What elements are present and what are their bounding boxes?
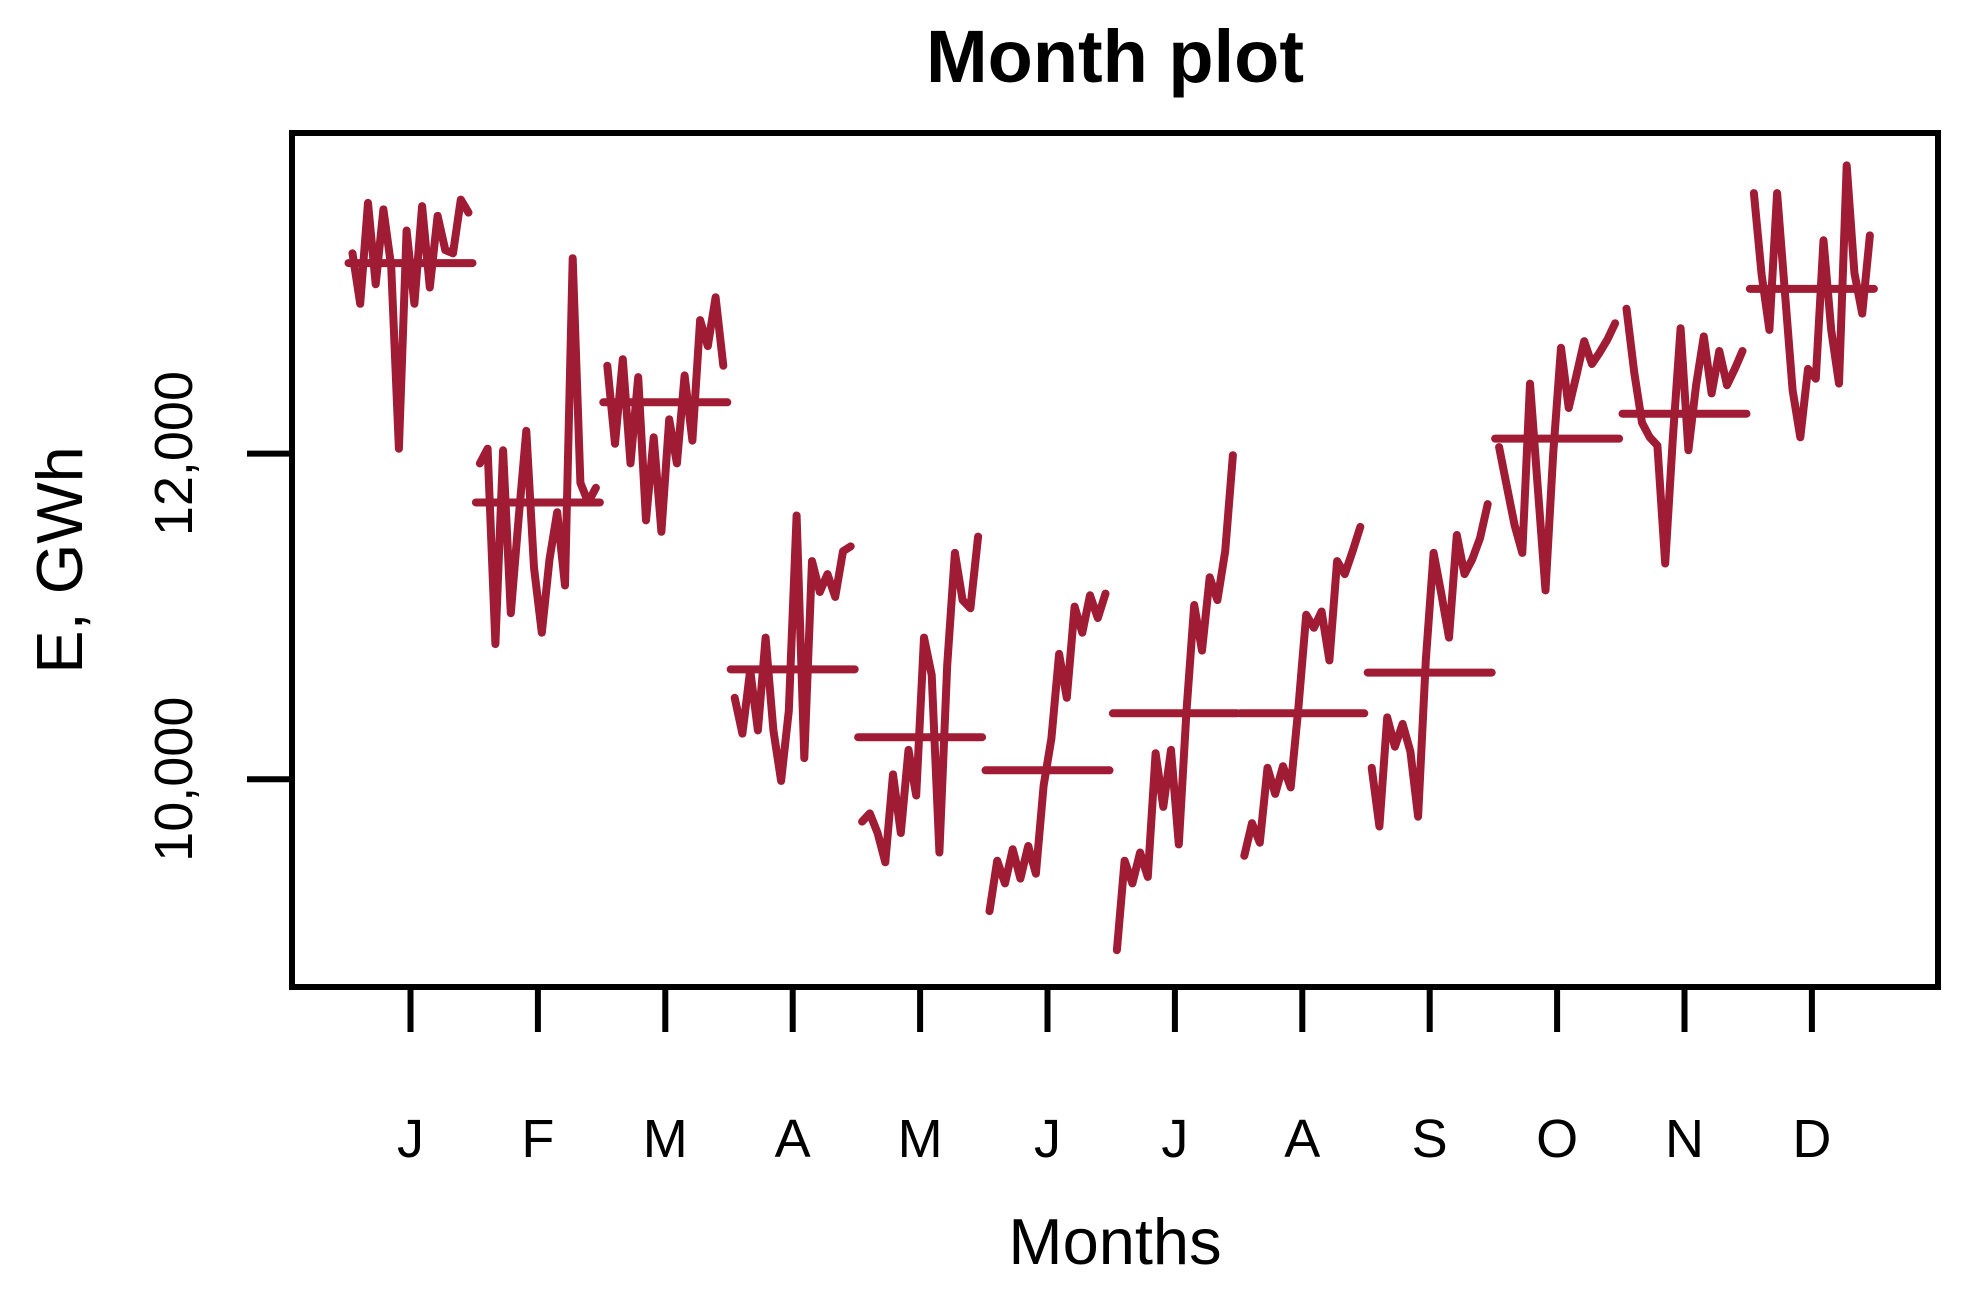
month-subseries-line (985, 589, 1110, 916)
month-subseries-line (1622, 304, 1747, 568)
x-tick-label-month: A (775, 1109, 811, 1169)
month-subseries-line (1240, 522, 1365, 860)
month-subseries-line (1749, 161, 1874, 442)
month-subseries-line (1495, 319, 1620, 595)
month-subseries-line (475, 254, 600, 649)
plot-border (289, 130, 1941, 990)
y-axis-title: E, GWh (23, 446, 96, 674)
month-subseries-line (603, 293, 728, 536)
x-tick-label-month: O (1536, 1109, 1578, 1169)
x-tick-label-month: M (643, 1109, 688, 1169)
x-tick-label-month: J (1034, 1109, 1061, 1169)
x-tick-label-month: N (1665, 1109, 1704, 1169)
month-subseries-line (730, 511, 855, 785)
x-tick-label-month: M (898, 1109, 943, 1169)
axis-layer: 10,000 12,000 J F M A M J J A S O N D (144, 371, 1831, 1169)
y-tick-label: 12,000 (144, 371, 204, 536)
series-layer (344, 161, 1878, 955)
x-tick-label-month: D (1792, 1109, 1831, 1169)
y-tick-label: 10,000 (144, 697, 204, 862)
x-tick-label-month: S (1412, 1109, 1448, 1169)
x-axis-title: Months (1008, 1205, 1221, 1278)
chart-title: Month plot (926, 15, 1304, 98)
month-subseries-line (858, 532, 983, 867)
month-subseries-line (1112, 451, 1237, 955)
x-tick-label-month: J (397, 1109, 424, 1169)
month-subseries-line (1367, 500, 1492, 831)
month-subseries-line (348, 195, 473, 453)
x-tick-label-month: J (1161, 1109, 1188, 1169)
x-tick-label-month: F (521, 1109, 554, 1169)
x-tick-label-month: A (1284, 1109, 1320, 1169)
